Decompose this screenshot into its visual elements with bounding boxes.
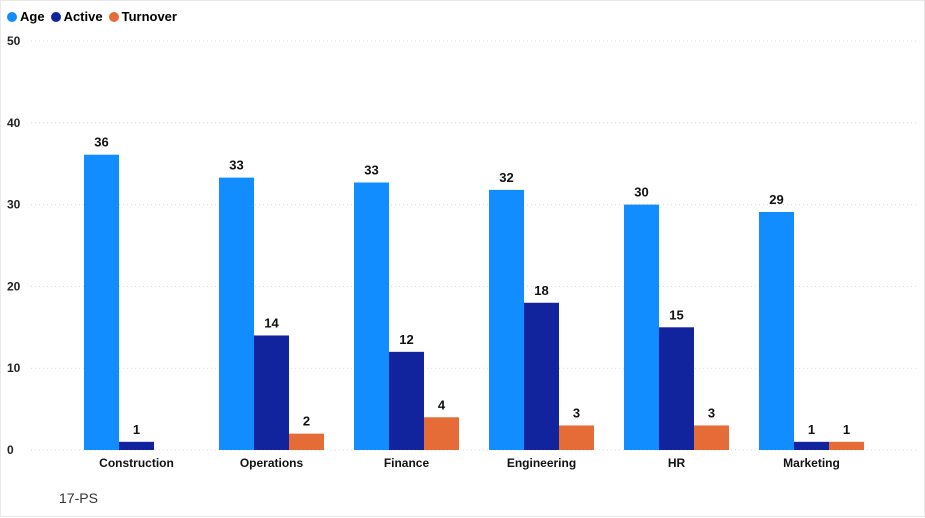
data-label-age-hr: 30 [634,185,648,200]
x-tick-label-hr: HR [668,456,686,470]
bar-age-marketing [759,211,794,450]
data-label-active-engineering: 18 [534,283,548,298]
legend-label-age: Age [20,9,45,24]
data-label-turnover-operations: 2 [303,414,310,429]
bar-turnover-finance [424,417,459,450]
data-label-age-finance: 33 [364,163,378,178]
data-label-age-operations: 33 [229,158,243,173]
legend-label-turnover: Turnover [121,9,177,24]
x-tick-label-operations: Operations [240,456,304,470]
bar-age-construction [84,154,119,450]
y-tick-label-20: 20 [7,279,21,293]
data-label-turnover-engineering: 3 [573,405,580,420]
data-label-age-construction: 36 [94,135,108,150]
bar-active-construction [119,441,154,450]
bar-age-finance [354,182,389,450]
legend-dot-turnover [108,11,119,22]
x-tick-label-engineering: Engineering [507,456,576,470]
bar-turnover-engineering [559,425,594,450]
y-tick-label-10: 10 [7,361,21,375]
x-tick-label-finance: Finance [384,456,430,470]
y-tick-label-30: 30 [7,198,21,212]
legend-dot-age [7,11,17,22]
bar-age-engineering [489,189,524,450]
legend-dot-active [50,11,61,22]
bar-active-engineering [524,302,559,450]
footer-label: 17-PS [59,490,98,506]
data-label-turnover-hr: 3 [708,405,715,420]
bar-turnover-marketing [829,441,864,450]
data-label-active-construction: 1 [133,422,140,437]
bar-active-operations [254,335,289,450]
bar-turnover-operations [289,433,324,450]
bar-active-marketing [794,441,829,450]
data-label-age-marketing: 29 [769,192,783,207]
legend-item-age[interactable]: Age [7,9,45,24]
data-label-active-finance: 12 [399,332,413,347]
y-tick-label-40: 40 [7,116,21,130]
data-label-turnover-finance: 4 [438,397,446,412]
bar-age-hr [624,204,659,450]
data-label-turnover-marketing: 1 [843,422,850,437]
legend-item-active[interactable]: Active [50,9,103,24]
bar-active-hr [659,327,694,450]
x-tick-label-marketing: Marketing [783,456,840,470]
bar-active-finance [389,351,424,450]
legend-item-turnover[interactable]: Turnover [108,9,177,24]
bar-turnover-hr [694,425,729,450]
data-label-age-engineering: 32 [499,170,513,185]
bar-age-operations [219,177,254,450]
data-label-active-operations: 14 [264,315,279,330]
legend: Age Active Turnover [7,9,177,24]
x-tick-label-construction: Construction [99,456,174,470]
data-label-active-hr: 15 [669,307,683,322]
legend-label-active: Active [63,9,103,24]
y-tick-label-50: 50 [7,34,21,48]
y-tick-label-0: 0 [7,443,14,457]
data-label-active-marketing: 1 [808,422,815,437]
